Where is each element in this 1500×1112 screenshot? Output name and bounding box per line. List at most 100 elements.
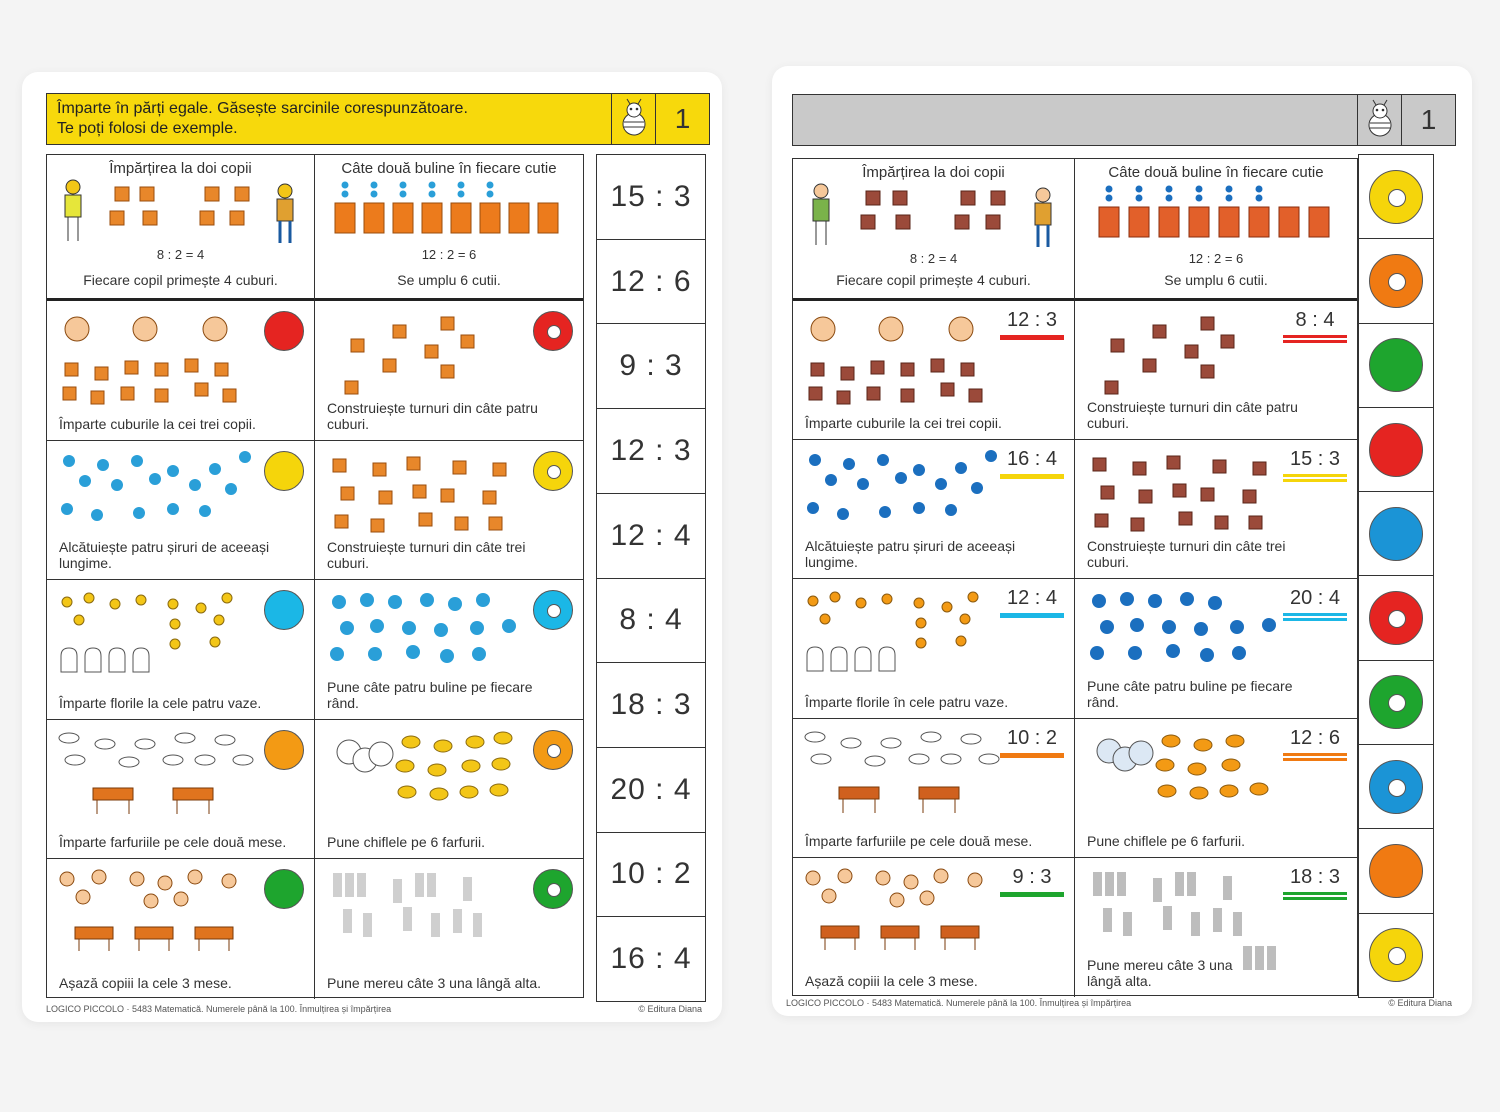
color-token-column	[1358, 154, 1434, 998]
plates-tables-illustration	[58, 732, 254, 814]
cubes-illustration	[1104, 316, 1235, 395]
answer-slot[interactable]: 12 : 6	[597, 240, 705, 325]
task-cell[interactable]: 10 : 2 Împarte farfuriile pe cele două m…	[793, 718, 1075, 858]
children-cubes-illustration	[64, 179, 294, 243]
color-token[interactable]	[1359, 155, 1433, 240]
disk-token-icon	[1369, 844, 1423, 899]
bee-icon	[611, 94, 655, 144]
task-cell[interactable]: 8 : 4 Construiește turnuri din câte patr…	[1075, 301, 1357, 441]
color-bar	[1283, 335, 1347, 343]
task-caption: Pune mereu câte 3 una lângă alta.	[1087, 956, 1233, 989]
disk-token-icon	[1369, 422, 1423, 477]
example-equation: 12 : 2 = 6	[421, 247, 477, 262]
cubes-illustration	[344, 316, 475, 395]
color-badge	[533, 869, 573, 910]
boxes-dots-illustration	[1098, 185, 1330, 238]
task-equation-text: 10 : 2	[1006, 726, 1058, 749]
color-bar	[1283, 613, 1347, 622]
task-cell[interactable]: 16 : 4 Alcătuiește patru șiruri de aceea…	[793, 440, 1075, 580]
task-cell[interactable]: Pune mereu câte 3 una lângă alta.	[315, 859, 583, 999]
task-caption: Împarte florile la cele patru vaze.	[59, 694, 262, 711]
ring-token-icon	[1369, 591, 1423, 646]
flowers-vases-illustration	[806, 591, 979, 672]
color-token[interactable]	[1359, 576, 1433, 661]
rolls-plates-illustration	[336, 731, 513, 801]
color-token[interactable]	[1359, 914, 1433, 997]
color-badge	[533, 729, 573, 770]
task-equation-text: 20 : 4	[1289, 587, 1341, 610]
task-caption: Împarte farfuriile pe cele două mese.	[59, 834, 287, 851]
task-equation: 12 : 4	[1000, 587, 1064, 619]
color-token[interactable]	[1359, 239, 1433, 324]
color-token[interactable]	[1359, 829, 1433, 914]
task-caption: Pune mereu câte 3 una lângă alta.	[327, 974, 542, 991]
color-bar	[1283, 474, 1347, 483]
answer-slot[interactable]: 20 : 4	[597, 748, 705, 833]
instruction-text-blank	[793, 95, 1357, 145]
dots-illustration	[1090, 592, 1276, 663]
task-equation: 16 : 4	[1000, 448, 1064, 480]
task-cell[interactable]: Alcătuiește patru șiruri de aceeași lung…	[47, 440, 315, 581]
color-token[interactable]	[1359, 324, 1433, 408]
task-cell[interactable]: 12 : 4 Împarte florile în cele patru vaz…	[793, 579, 1075, 719]
task-equation-text: 16 : 4	[1006, 448, 1058, 471]
task-caption: Împarte farfuriile pe cele două mese.	[805, 832, 1033, 849]
answer-slot[interactable]: 18 : 3	[597, 663, 705, 748]
color-bar	[1000, 752, 1064, 758]
task-cell[interactable]: Împarte florile la cele patru vaze.	[47, 580, 315, 720]
color-token[interactable]	[1359, 661, 1433, 746]
task-equation-text: 15 : 3	[1289, 448, 1341, 471]
task-cell[interactable]: Construiește turnuri din câte trei cubur…	[315, 441, 583, 581]
task-cell[interactable]: 9 : 3 Așază copiii la cele 3 mese.	[793, 857, 1075, 997]
color-badge	[264, 311, 304, 351]
task-equation-text: 9 : 3	[1012, 865, 1052, 888]
task-cell[interactable]: 15 : 3 Construiește turnuri din câte tre…	[1075, 440, 1357, 580]
color-bar	[1283, 752, 1347, 761]
answer-slot[interactable]: 10 : 2	[597, 833, 705, 918]
bee-icon	[1357, 95, 1401, 145]
task-caption: Alcătuiește patru șiruri de aceeași lung…	[805, 538, 1016, 571]
color-bar	[1000, 613, 1064, 619]
example-title: Împărțirea la doi copii	[109, 160, 252, 177]
dots-illustration	[330, 593, 516, 664]
boxes-dots-illustration	[334, 181, 559, 234]
color-token[interactable]	[1359, 492, 1433, 577]
task-cell[interactable]: Pune chiflele pe 6 farfurii.	[315, 720, 583, 860]
footer-publisher-info: LOGICO PICCOLO · 5483 Matematică. Numere…	[786, 998, 1132, 1008]
color-badge	[264, 869, 304, 910]
footer-copyright: © Editura Diana	[1388, 998, 1452, 1008]
task-cell[interactable]: Împarte farfuriile pe cele două mese.	[47, 719, 315, 860]
task-equation-text: 18 : 3	[1289, 865, 1341, 888]
task-equation-text: 12 : 3	[1006, 309, 1058, 331]
color-token[interactable]	[1359, 408, 1433, 493]
task-cell[interactable]: Pune câte patru buline pe fiecare rând.	[315, 580, 583, 720]
answer-slot[interactable]: 12 : 4	[597, 494, 705, 579]
gray-blocks-illustration	[1093, 871, 1276, 970]
color-badge	[264, 590, 304, 631]
answer-slot[interactable]: 16 : 4	[610, 942, 692, 976]
color-badge	[533, 590, 573, 631]
task-cell[interactable]: 18 : 3 Pune mereu câte 3 una lângă alta.	[1075, 858, 1357, 997]
task-caption: Pune chiflele pe 6 farfurii.	[1087, 832, 1245, 849]
task-cell[interactable]: 12 : 3 Împarte cuburile la cei trei copi…	[793, 301, 1075, 441]
ring-token-icon	[1369, 928, 1423, 983]
task-grid-left: Împărțirea la doi copii 8 : 2 = 4 Fiecar…	[46, 154, 584, 999]
task-equation: 20 : 4	[1283, 587, 1347, 622]
color-token[interactable]	[1359, 745, 1433, 830]
task-cell[interactable]: Așază copiii la cele 3 mese.	[47, 859, 315, 999]
plates-tables-illustration	[804, 731, 1000, 813]
task-cell[interactable]: 20 : 4 Pune câte patru buline pe fiecare…	[1075, 579, 1357, 719]
task-cell[interactable]: Împarte cuburile la cei trei copii.	[47, 301, 315, 441]
task-equation: 18 : 3	[1283, 866, 1347, 900]
task-caption: Împarte cuburile la cei trei copii.	[59, 415, 256, 432]
left-card: Împarte în părți egale. Găsește sarcinil…	[22, 72, 722, 1022]
instruction-line-2: Te poți folosi de exemple.	[57, 120, 238, 137]
answer-slot[interactable]: 8 : 4	[597, 579, 705, 664]
answer-slot[interactable]: 15 : 3	[597, 155, 705, 240]
disk-token-icon	[1369, 338, 1423, 393]
task-cell[interactable]: 12 : 6 Pune chiflele pe 6 farfurii.	[1075, 719, 1357, 858]
task-cell[interactable]: Construiește turnuri din câte patru cubu…	[315, 301, 583, 441]
answer-slot[interactable]: 9 : 3	[597, 324, 705, 410]
cubes-illustration	[1092, 455, 1267, 532]
answer-slot[interactable]: 12 : 3	[597, 409, 705, 494]
